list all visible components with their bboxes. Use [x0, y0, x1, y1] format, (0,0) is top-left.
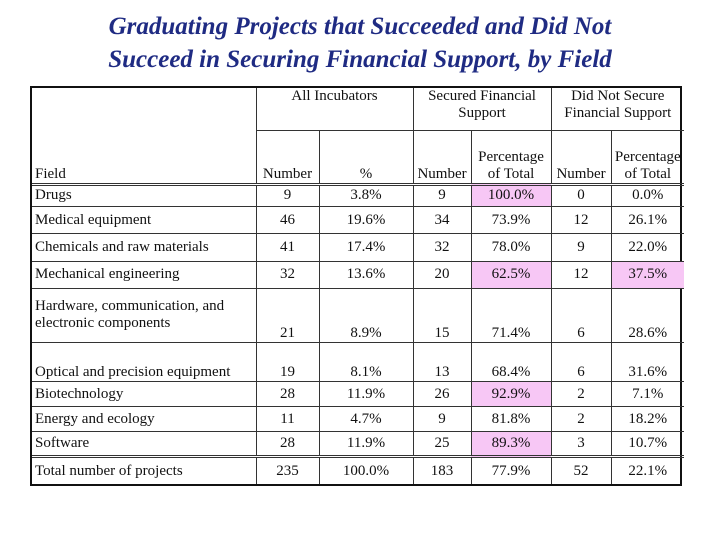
header-not-secured-pct-total: Percentage of Total	[610, 129, 685, 186]
table-row-drugs: Drugs 9 3.8% 9 100.0% 0 0.0%	[32, 184, 685, 207]
row-secured-pct: 77.9%	[470, 456, 552, 484]
row-all-number: 46	[255, 206, 319, 234]
row-not-secured-pct: 18.2%	[610, 406, 685, 432]
page-title: Graduating Projects that Succeeded and D…	[0, 10, 720, 76]
row-not-secured-number: 52	[550, 456, 612, 484]
header-secured-pct-total: Percentage of Total	[470, 129, 552, 186]
row-secured-pct: 81.8%	[470, 406, 552, 432]
row-not-secured-number: 2	[550, 406, 612, 432]
table-row-hardware: Hardware, communication, and electronic …	[32, 288, 685, 343]
title-line-2: Succeed in Securing Financial Support, b…	[108, 46, 612, 73]
row-secured-pct: 71.4%	[470, 288, 552, 343]
row-not-secured-pct: 28.6%	[610, 288, 685, 343]
table-row-optical: Optical and precision equipment 19 8.1% …	[32, 342, 685, 382]
row-secured-pct: 68.4%	[470, 342, 552, 382]
row-secured-number: 9	[412, 184, 472, 207]
row-all-percent: 8.1%	[318, 342, 414, 382]
header-all-number: Number	[255, 130, 319, 186]
header-all-incubators: All Incubators	[255, 88, 414, 131]
row-field: Optical and precision equipment	[35, 364, 231, 381]
row-all-percent: 4.7%	[318, 406, 414, 432]
row-all-percent: 19.6%	[318, 206, 414, 234]
row-secured-pct: 100.0%	[470, 184, 552, 207]
row-secured-pct: 62.5%	[470, 261, 552, 289]
row-not-secured-number: 9	[550, 233, 612, 262]
row-all-number: 41	[255, 233, 319, 262]
projects-table: All Incubators Secured Financial Support…	[32, 88, 685, 484]
table-row-medical-equipment: Medical equipment 46 19.6% 34 73.9% 12 2…	[32, 206, 685, 234]
row-all-percent: 11.9%	[318, 431, 414, 457]
row-all-number: 32	[255, 261, 319, 289]
row-secured-number: 34	[412, 206, 472, 234]
row-secured-pct: 78.0%	[470, 233, 552, 262]
row-all-percent: 17.4%	[318, 233, 414, 262]
row-secured-number: 26	[412, 381, 472, 407]
row-all-percent: 100.0%	[318, 456, 414, 484]
row-not-secured-pct: 22.0%	[610, 233, 685, 262]
row-not-secured-pct: 22.1%	[610, 456, 685, 484]
table-row-energy-ecology: Energy and ecology 11 4.7% 9 81.8% 2 18.…	[32, 406, 685, 432]
row-not-secured-pct: 26.1%	[610, 206, 685, 234]
row-not-secured-number: 12	[550, 261, 612, 289]
table-row-total: Total number of projects 235 100.0% 183 …	[32, 456, 685, 484]
header-field: Field	[32, 130, 256, 186]
row-not-secured-pct: 10.7%	[610, 431, 685, 457]
row-not-secured-number: 3	[550, 431, 612, 457]
row-all-number: 19	[255, 342, 319, 382]
row-all-number: 28	[255, 381, 319, 407]
row-not-secured-number: 2	[550, 381, 612, 407]
table-row-chemicals: Chemicals and raw materials 41 17.4% 32 …	[32, 233, 685, 262]
row-secured-number: 9	[412, 406, 472, 432]
header-secured-number: Number	[412, 129, 472, 186]
table-row-biotechnology: Biotechnology 28 11.9% 26 92.9% 2 7.1%	[32, 381, 685, 407]
row-all-number: 28	[255, 431, 319, 457]
row-field: Drugs	[35, 187, 72, 204]
row-not-secured-pct: 37.5%	[610, 261, 685, 289]
header-not-secured-number: Number	[550, 129, 612, 186]
row-not-secured-pct: 31.6%	[610, 342, 685, 382]
table-row-mechanical-engineering: Mechanical engineering 32 13.6% 20 62.5%…	[32, 261, 685, 289]
row-secured-number: 13	[412, 342, 472, 382]
row-secured-number: 15	[412, 288, 472, 343]
row-not-secured-number: 6	[550, 342, 612, 382]
row-field: Software	[35, 435, 90, 452]
row-field: Medical equipment	[35, 211, 152, 228]
projects-table-frame: All Incubators Secured Financial Support…	[30, 86, 685, 486]
row-secured-pct: 73.9%	[470, 206, 552, 234]
row-not-secured-pct: 7.1%	[610, 381, 685, 407]
row-all-number: 235	[255, 456, 319, 484]
header-empty-cell	[32, 88, 256, 130]
row-not-secured-number: 0	[550, 184, 612, 207]
row-not-secured-pct: 0.0%	[610, 184, 685, 207]
row-secured-number: 20	[412, 261, 472, 289]
row-secured-number: 183	[412, 456, 472, 484]
row-field: Chemicals and raw materials	[35, 239, 209, 256]
row-field: Hardware, communication, and electronic …	[35, 298, 225, 332]
row-secured-pct: 89.3%	[470, 431, 552, 457]
row-all-percent: 11.9%	[318, 381, 414, 407]
row-not-secured-number: 12	[550, 206, 612, 234]
row-all-percent: 8.9%	[318, 288, 414, 343]
row-field: Energy and ecology	[35, 410, 155, 427]
row-secured-number: 32	[412, 233, 472, 262]
row-all-percent: 13.6%	[318, 261, 414, 289]
row-all-number: 21	[255, 288, 319, 343]
table-row-software: Software 28 11.9% 25 89.3% 3 10.7%	[32, 431, 685, 457]
row-field: Biotechnology	[35, 385, 124, 402]
row-all-number: 11	[255, 406, 319, 432]
row-secured-number: 25	[412, 431, 472, 457]
header-not-secured-support: Did Not Secure Financial Support	[550, 88, 685, 130]
title-line-1: Graduating Projects that Succeeded and D…	[108, 13, 612, 40]
row-all-percent: 3.8%	[318, 184, 414, 207]
header-all-percent: %	[318, 130, 414, 186]
row-not-secured-number: 6	[550, 288, 612, 343]
row-all-number: 9	[255, 184, 319, 207]
header-secured-support: Secured Financial Support	[412, 88, 552, 130]
row-field: Total number of projects	[35, 462, 183, 479]
row-secured-pct: 92.9%	[470, 381, 552, 407]
row-field: Mechanical engineering	[35, 266, 180, 283]
